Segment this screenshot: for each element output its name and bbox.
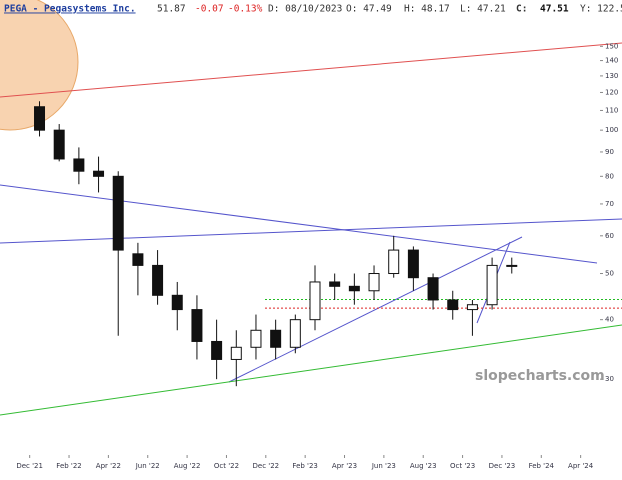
candle-body — [309, 281, 321, 321]
candle-body — [93, 170, 105, 177]
highlight-zone — [0, 0, 79, 131]
candle-body — [388, 249, 400, 275]
trend-line — [0, 218, 622, 244]
x-tick-label: Feb '24 — [529, 462, 555, 470]
candle-body — [211, 340, 223, 360]
candle-body — [466, 304, 478, 311]
y-tick-label: 150 — [605, 42, 618, 50]
candle-body — [112, 175, 124, 251]
candle-body — [171, 294, 183, 311]
y-tick-label: 90 — [605, 148, 614, 156]
x-tick-label: Dec '22 — [253, 462, 280, 470]
candle-body — [486, 264, 498, 306]
x-tick-label: Apr '22 — [96, 462, 121, 470]
trend-line — [0, 324, 622, 416]
candle-body — [230, 346, 242, 360]
trend-line — [0, 42, 622, 98]
candle-body — [348, 285, 360, 292]
x-tick-label: Apr '23 — [332, 462, 357, 470]
candle-body — [368, 273, 380, 292]
y-tick-label: 50 — [605, 270, 614, 278]
trend-line — [0, 184, 598, 264]
candle-body — [132, 253, 144, 266]
last-price: 51.87 — [157, 4, 186, 15]
change-pct: -0.13% — [228, 4, 263, 15]
x-tick-label: Jun '23 — [371, 462, 396, 470]
candle-body — [53, 129, 65, 160]
x-tick-label: Oct '23 — [450, 462, 475, 470]
x-tick-label: Apr '24 — [568, 462, 594, 470]
y-tick-label: 110 — [605, 106, 618, 114]
x-tick-label: Aug '23 — [410, 462, 437, 470]
symbol: PEGA - Pegasystems Inc. — [4, 4, 136, 15]
candle-body — [427, 277, 439, 301]
header: PEGA - Pegasystems Inc. 51.87 -0.07 -0.1… — [4, 4, 622, 15]
y-tick-label: 130 — [605, 72, 618, 80]
y-tick-label: 60 — [605, 232, 614, 240]
close: 47.51 — [540, 4, 569, 15]
date: D: 08/10/2023 — [268, 4, 342, 15]
candle-body — [270, 329, 282, 348]
y-tick-label: 30 — [605, 375, 614, 383]
plot-area: 30 40 50 60 70 80 90 100 110 120 130 140 150 Dec '21 F… — [16, 42, 622, 470]
x-tick-label: Dec '21 — [16, 462, 43, 470]
x-tick-label: Jun '22 — [135, 462, 160, 470]
x-tick-label: Aug '22 — [174, 462, 201, 470]
x-tick-label: Feb '23 — [292, 462, 317, 470]
y-tick-label: 140 — [605, 57, 618, 65]
candle-body — [191, 309, 203, 342]
close-label: C: — [516, 4, 527, 15]
candle-body — [289, 319, 301, 348]
low: L: 47.21 — [460, 4, 506, 15]
y-tick-label: 120 — [605, 88, 618, 96]
candle-body — [250, 329, 262, 348]
candle-body — [329, 281, 341, 287]
candle-body — [73, 158, 85, 172]
y-value: Y: 122.5 — [580, 4, 622, 15]
candle-body — [152, 264, 164, 296]
candle-body — [506, 264, 518, 267]
y-tick-label: 80 — [605, 172, 614, 180]
y-tick-label: 70 — [605, 200, 614, 208]
y-tick-label: 40 — [605, 316, 614, 324]
x-tick-label: Dec '23 — [489, 462, 516, 470]
high: H: 48.17 — [404, 4, 450, 15]
open: O: 47.49 — [346, 4, 392, 15]
x-tick-label: Oct '22 — [214, 462, 239, 470]
candle-body — [34, 106, 46, 131]
watermark: slopecharts.com — [475, 368, 605, 384]
candle-body — [447, 299, 459, 311]
x-tick-label: Feb '22 — [56, 462, 81, 470]
trend-line — [228, 236, 523, 383]
candle-body — [407, 249, 419, 279]
change: -0.07 — [195, 4, 224, 15]
y-tick-label: 100 — [605, 126, 618, 134]
